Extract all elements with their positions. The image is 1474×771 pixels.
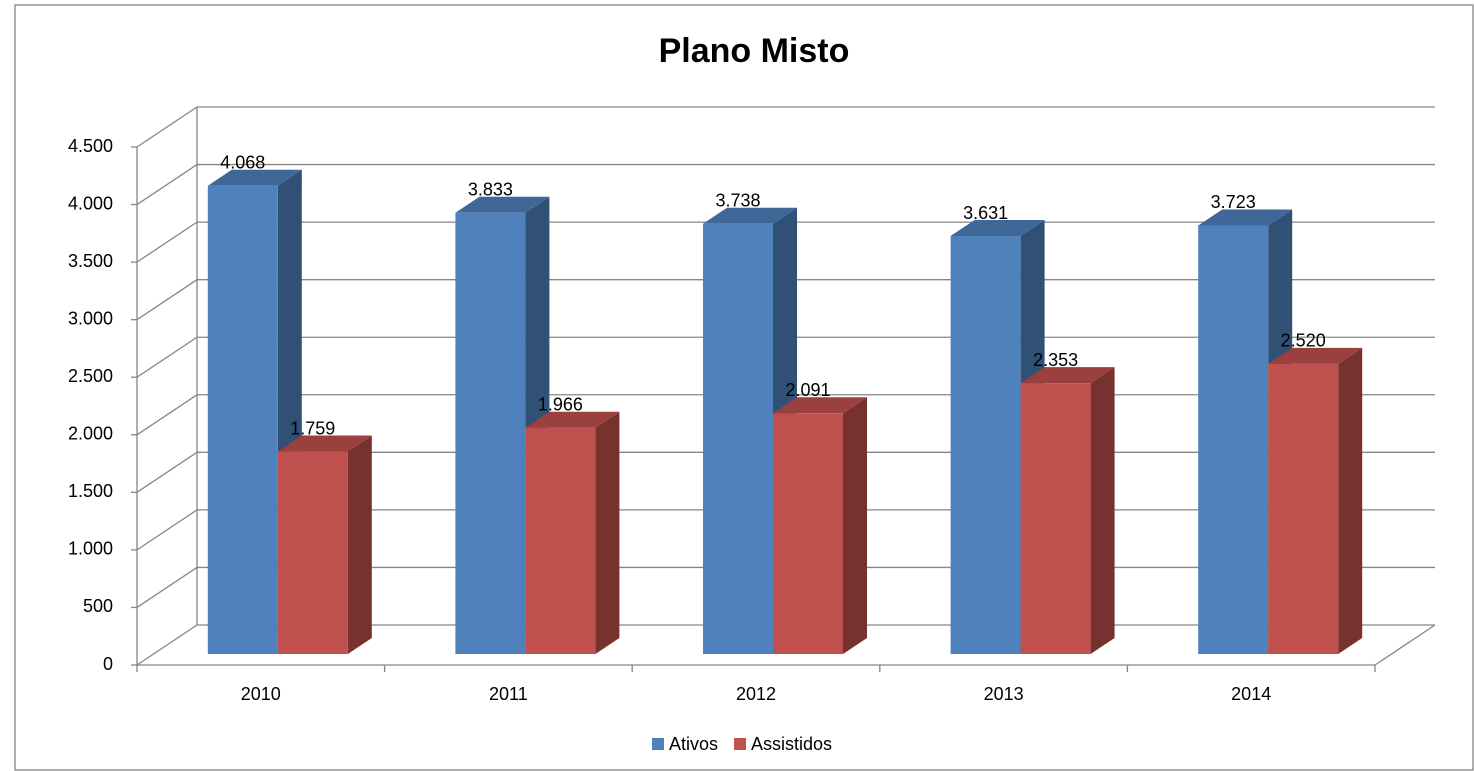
value-label: 3.738	[715, 190, 760, 210]
y-tick-label: 4.500	[68, 136, 113, 156]
y-tick-label: 3.500	[68, 251, 113, 271]
bar	[950, 236, 1021, 654]
legend-swatch	[734, 738, 747, 750]
legend-label: Assistidos	[751, 734, 832, 754]
bar-top	[1198, 209, 1293, 226]
bar-side	[1338, 347, 1363, 654]
value-label: 1.966	[538, 394, 583, 414]
y-tick-label: 1.000	[68, 539, 113, 559]
legend-swatch	[652, 738, 664, 750]
grid-line	[136, 106, 1435, 148]
bar-top	[1020, 367, 1115, 384]
bar-side	[595, 411, 620, 654]
bar-top	[277, 435, 372, 452]
bar-top	[455, 196, 550, 213]
value-label: 1.759	[290, 418, 335, 438]
x-tick-label: 2014	[1231, 684, 1271, 704]
value-label: 3.833	[468, 180, 513, 200]
floor-edge	[1374, 624, 1436, 666]
x-tick-label: 2010	[241, 684, 281, 704]
bar	[773, 413, 843, 654]
bar	[207, 185, 278, 654]
y-tick-label: 0	[103, 654, 113, 674]
bar	[1198, 225, 1269, 654]
bar-side	[1090, 367, 1115, 654]
bar-top	[525, 411, 620, 428]
bar-top	[703, 207, 797, 224]
bar-top	[1268, 347, 1363, 364]
bar	[455, 212, 526, 654]
bar	[525, 427, 596, 654]
bar-top	[950, 220, 1045, 237]
y-tick-label: 500	[83, 596, 113, 616]
y-tick-label: 4.000	[68, 193, 113, 213]
x-tick-label: 2011	[489, 684, 528, 704]
value-label: 2.520	[1281, 331, 1326, 351]
bar-side	[843, 397, 867, 654]
bar	[703, 223, 773, 654]
value-label: 4.068	[220, 152, 265, 172]
bar	[1020, 383, 1091, 654]
bar-top	[207, 169, 302, 186]
legend-label: Ativos	[669, 734, 718, 754]
chart-title: Plano Misto	[659, 32, 850, 70]
value-label: 3.631	[963, 203, 1008, 223]
y-tick-label: 2.000	[68, 424, 113, 444]
y-tick-label: 3.000	[68, 308, 113, 328]
y-tick-label: 2.500	[68, 366, 113, 386]
x-tick-label: 2013	[984, 684, 1024, 704]
x-tick-label: 2012	[736, 684, 776, 704]
y-tick-label: 1.500	[68, 481, 113, 501]
bar-side	[347, 435, 372, 654]
value-label: 3.723	[1211, 192, 1256, 212]
bar	[277, 451, 348, 654]
bar	[1268, 363, 1339, 654]
value-label: 2.353	[1033, 350, 1078, 370]
bar-top	[773, 397, 867, 414]
value-label: 2.091	[785, 380, 830, 400]
grid-line	[136, 163, 1435, 206]
